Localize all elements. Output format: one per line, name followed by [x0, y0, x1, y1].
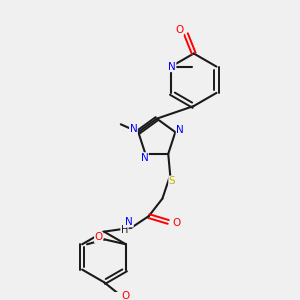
- Text: N: N: [176, 125, 184, 135]
- Text: O: O: [175, 25, 183, 35]
- Text: O: O: [121, 291, 130, 300]
- Text: N: N: [130, 124, 137, 134]
- Text: N: N: [125, 217, 133, 227]
- Text: N: N: [140, 153, 148, 163]
- Text: O: O: [172, 218, 180, 228]
- Text: H: H: [121, 225, 128, 235]
- Text: S: S: [169, 176, 175, 186]
- Text: O: O: [94, 232, 103, 242]
- Text: N: N: [168, 61, 176, 72]
